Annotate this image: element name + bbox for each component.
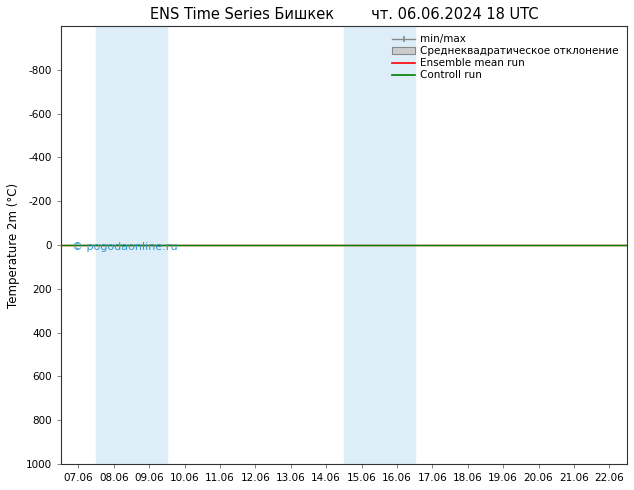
Legend: min/max, Среднеквадратическое отклонение, Ensemble mean run, Controll run: min/max, Среднеквадратическое отклонение… — [389, 31, 622, 84]
Y-axis label: Temperature 2m (°C): Temperature 2m (°C) — [7, 182, 20, 308]
Text: © pogodaonline.ru: © pogodaonline.ru — [72, 242, 178, 252]
Bar — [344, 26, 415, 464]
Bar — [96, 26, 167, 464]
Title: ENS Time Series Бишкек        чт. 06.06.2024 18 UTC: ENS Time Series Бишкек чт. 06.06.2024 18… — [150, 7, 538, 22]
